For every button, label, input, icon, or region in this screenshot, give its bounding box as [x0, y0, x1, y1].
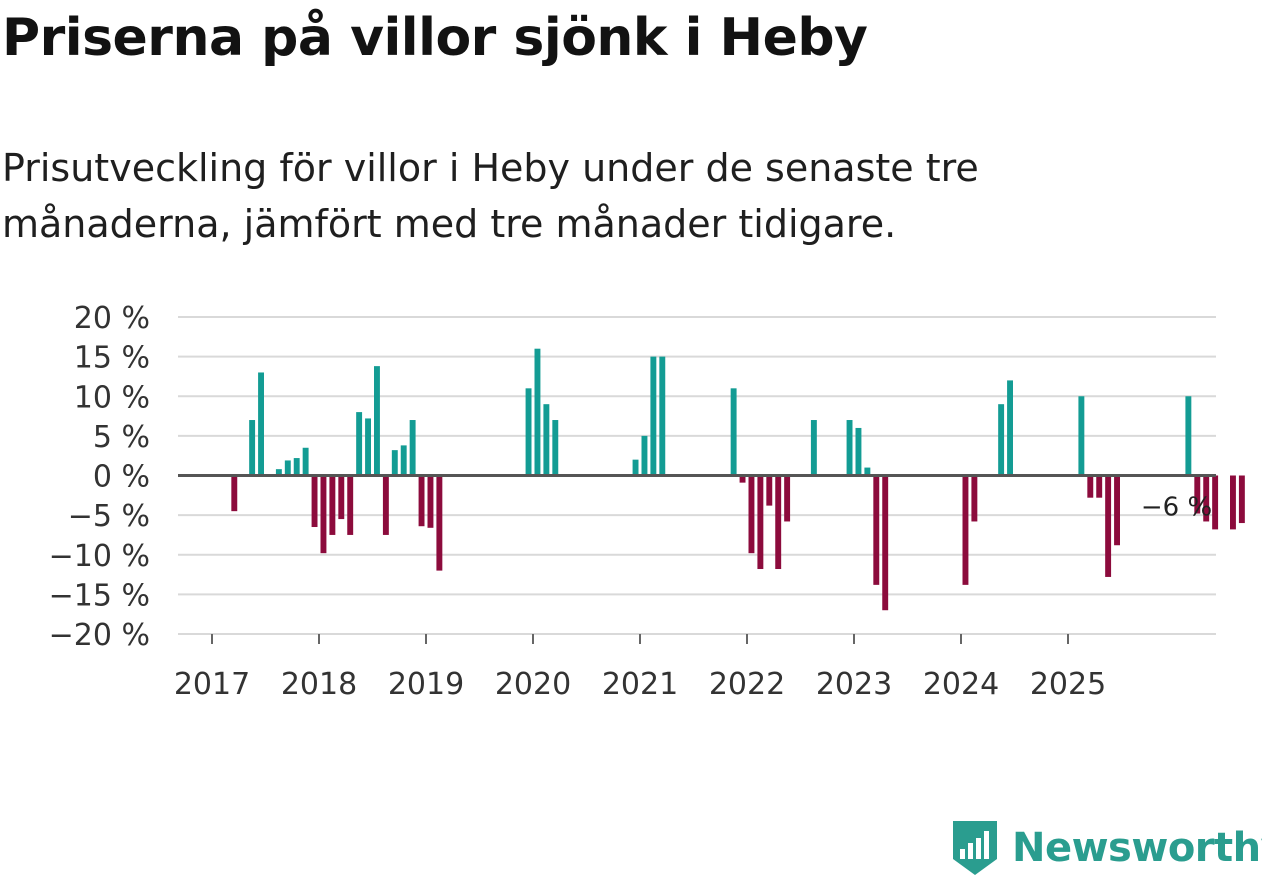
x-tick-label: 2024 — [923, 667, 999, 702]
bar — [275, 469, 282, 476]
bar — [365, 418, 371, 476]
bar — [1212, 475, 1219, 530]
brand-name: Newsworthy — [1012, 825, 1262, 871]
newsworthy-logo-icon — [953, 821, 997, 875]
bar — [1096, 475, 1103, 498]
bar — [338, 475, 345, 520]
bar — [650, 356, 657, 476]
bar — [1230, 475, 1236, 530]
bar — [231, 475, 238, 512]
bar — [543, 404, 550, 476]
bar — [284, 460, 291, 476]
bar — [1203, 475, 1210, 522]
y-tick-label: −20 % — [49, 618, 150, 653]
bar — [525, 388, 532, 476]
y-tick-label: −5 % — [68, 499, 150, 534]
bar — [784, 475, 791, 522]
bar — [864, 467, 871, 476]
bar — [552, 420, 559, 476]
bars — [231, 348, 1245, 611]
bar — [329, 475, 336, 535]
axes — [178, 474, 1216, 644]
x-tick-label: 2023 — [816, 667, 892, 702]
x-tick-label: 2021 — [602, 667, 678, 702]
bar — [882, 475, 889, 611]
bar — [873, 475, 880, 585]
bar — [1105, 475, 1112, 577]
bar — [1007, 380, 1013, 476]
x-tick-label: 2022 — [709, 667, 785, 702]
y-tick-label: 10 % — [74, 380, 150, 415]
x-tick-label: 2020 — [495, 667, 571, 702]
bar — [391, 450, 398, 476]
bar — [748, 475, 755, 554]
y-tick-label: −15 % — [49, 578, 150, 613]
bar — [356, 412, 363, 476]
bar — [1114, 475, 1120, 546]
bar — [1238, 475, 1245, 524]
bar — [302, 447, 309, 476]
chart-title: Priserna på villor sjönk i Heby — [2, 8, 868, 68]
x-tick-label: 2018 — [281, 667, 357, 702]
axis-labels: 20 % 15 % 10 % 5 % 0 % −5 % −10 % −15 % −20 % 201… — [49, 301, 1213, 702]
bar — [1087, 475, 1094, 498]
bar — [998, 404, 1005, 476]
bar-chart: 20 % 15 % 10 % 5 % 0 % −5 % −10 % −15 % −20 % 201… — [49, 301, 1245, 702]
bar — [1194, 475, 1201, 514]
bar — [1078, 396, 1085, 476]
bar — [810, 420, 817, 476]
bar — [962, 475, 969, 585]
bar — [775, 475, 782, 570]
bar — [757, 475, 764, 570]
bar — [382, 475, 389, 535]
bar — [632, 459, 639, 476]
bar — [249, 420, 256, 476]
bar — [436, 475, 443, 571]
chart-subtitle: Prisutveckling för villor i Heby under d… — [2, 146, 979, 246]
bar — [418, 475, 425, 527]
bar — [409, 420, 416, 476]
y-tick-label: 20 % — [74, 301, 150, 336]
bar — [846, 420, 853, 476]
bar — [374, 366, 380, 476]
bar — [1185, 396, 1192, 476]
bar — [766, 475, 773, 506]
y-tick-label: 15 % — [74, 341, 150, 376]
y-tick-label: 5 % — [93, 420, 150, 455]
bar — [258, 372, 264, 476]
bar — [347, 475, 354, 535]
bar — [400, 445, 407, 476]
bar — [730, 388, 737, 476]
last-value-annotation: −6 % — [1141, 493, 1212, 523]
y-tick-label: −10 % — [49, 539, 150, 574]
bar — [311, 475, 318, 528]
bar — [293, 458, 300, 476]
bar — [855, 427, 862, 476]
bar — [534, 348, 541, 476]
newsworthy-logo: Newsworthy — [950, 818, 1262, 878]
y-tick-label: 0 % — [93, 460, 150, 495]
bar — [427, 475, 434, 528]
bar — [971, 475, 978, 522]
bar — [641, 435, 648, 476]
bar — [659, 356, 666, 476]
bar — [739, 475, 746, 483]
x-tick-label: 2025 — [1030, 667, 1106, 702]
bar — [320, 475, 327, 554]
x-tick-label: 2017 — [174, 667, 250, 702]
x-tick-label: 2019 — [388, 667, 464, 702]
